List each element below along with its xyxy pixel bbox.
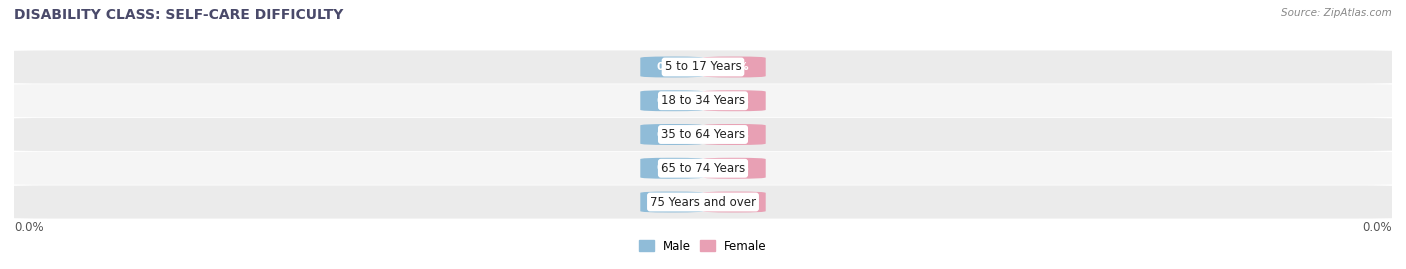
FancyBboxPatch shape (703, 90, 766, 111)
Text: 0.0%: 0.0% (657, 197, 688, 207)
Text: 0.0%: 0.0% (718, 96, 749, 106)
FancyBboxPatch shape (703, 192, 766, 213)
FancyBboxPatch shape (0, 185, 1406, 218)
FancyBboxPatch shape (0, 152, 1406, 185)
Text: 35 to 64 Years: 35 to 64 Years (661, 128, 745, 141)
Text: 0.0%: 0.0% (718, 197, 749, 207)
FancyBboxPatch shape (0, 118, 1406, 151)
Text: 65 to 74 Years: 65 to 74 Years (661, 162, 745, 175)
Text: 5 to 17 Years: 5 to 17 Years (665, 61, 741, 73)
Text: 0.0%: 0.0% (718, 62, 749, 72)
FancyBboxPatch shape (640, 124, 703, 145)
FancyBboxPatch shape (640, 158, 703, 179)
Text: 0.0%: 0.0% (657, 62, 688, 72)
Text: 75 Years and over: 75 Years and over (650, 196, 756, 208)
FancyBboxPatch shape (703, 56, 766, 77)
Text: 0.0%: 0.0% (14, 221, 44, 233)
FancyBboxPatch shape (703, 158, 766, 179)
FancyBboxPatch shape (640, 90, 703, 111)
Text: 0.0%: 0.0% (657, 129, 688, 140)
Text: 18 to 34 Years: 18 to 34 Years (661, 94, 745, 107)
Text: DISABILITY CLASS: SELF-CARE DIFFICULTY: DISABILITY CLASS: SELF-CARE DIFFICULTY (14, 8, 343, 22)
Text: 0.0%: 0.0% (657, 163, 688, 173)
Text: 0.0%: 0.0% (718, 163, 749, 173)
FancyBboxPatch shape (640, 56, 703, 77)
Legend: Male, Female: Male, Female (640, 240, 766, 253)
FancyBboxPatch shape (0, 51, 1406, 84)
FancyBboxPatch shape (0, 84, 1406, 117)
FancyBboxPatch shape (703, 124, 766, 145)
Text: 0.0%: 0.0% (1362, 221, 1392, 233)
Text: 0.0%: 0.0% (657, 96, 688, 106)
FancyBboxPatch shape (640, 192, 703, 213)
Text: Source: ZipAtlas.com: Source: ZipAtlas.com (1281, 8, 1392, 18)
Text: 0.0%: 0.0% (718, 129, 749, 140)
